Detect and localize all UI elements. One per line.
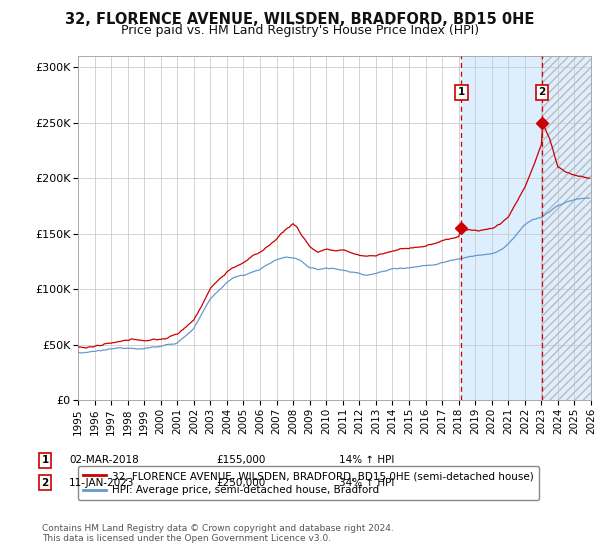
Text: 1: 1: [41, 455, 49, 465]
Legend: 32, FLORENCE AVENUE, WILSDEN, BRADFORD, BD15 0HE (semi-detached house), HPI: Ave: 32, FLORENCE AVENUE, WILSDEN, BRADFORD, …: [78, 466, 539, 501]
Bar: [542, 56, 591, 400]
Text: 34% ↑ HPI: 34% ↑ HPI: [339, 478, 394, 488]
Text: 2: 2: [538, 87, 545, 97]
Text: 1: 1: [458, 87, 465, 97]
Bar: [461, 56, 542, 400]
Bar: [542, 56, 591, 400]
Text: £155,000: £155,000: [216, 455, 265, 465]
Text: 11-JAN-2023: 11-JAN-2023: [69, 478, 134, 488]
Text: Price paid vs. HM Land Registry's House Price Index (HPI): Price paid vs. HM Land Registry's House …: [121, 24, 479, 36]
Text: Contains HM Land Registry data © Crown copyright and database right 2024.
This d: Contains HM Land Registry data © Crown c…: [42, 524, 394, 543]
Text: 2: 2: [41, 478, 49, 488]
Text: 14% ↑ HPI: 14% ↑ HPI: [339, 455, 394, 465]
Text: 32, FLORENCE AVENUE, WILSDEN, BRADFORD, BD15 0HE: 32, FLORENCE AVENUE, WILSDEN, BRADFORD, …: [65, 12, 535, 27]
Text: 02-MAR-2018: 02-MAR-2018: [69, 455, 139, 465]
Text: £250,000: £250,000: [216, 478, 265, 488]
